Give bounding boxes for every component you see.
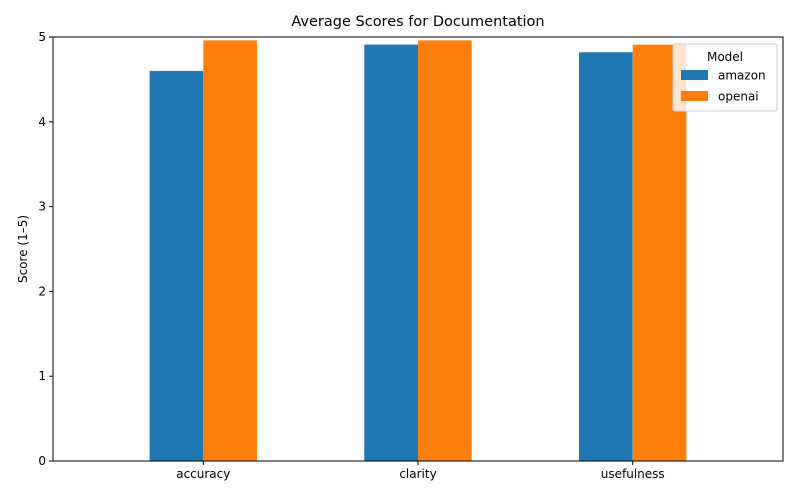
bar-amazon-clarity	[364, 44, 418, 461]
legend-entries: amazon openai	[681, 69, 766, 104]
y-axis-label: Score (1–5)	[16, 215, 30, 283]
x-tick-label-accuracy: accuracy	[176, 467, 230, 481]
y-tick-label-3: 3	[38, 200, 46, 214]
y-tick-label-4: 4	[38, 115, 46, 129]
chart-title: Average Scores for Documentation	[291, 14, 544, 30]
bar-openai-clarity	[418, 40, 472, 461]
bar-openai-accuracy	[203, 40, 257, 461]
x-tick-label-usefulness: usefulness	[601, 467, 665, 481]
bar-amazon-usefulness	[579, 52, 633, 461]
legend-label-openai: openai	[718, 90, 759, 104]
bar-openai-usefulness	[632, 44, 687, 461]
bar-amazon-accuracy	[149, 70, 204, 462]
y-tick-label-2: 2	[38, 284, 46, 298]
y-ticks: 0 1 2 3 4 5	[38, 30, 53, 468]
legend-label-amazon: amazon	[718, 69, 766, 83]
bars-layer	[149, 40, 687, 462]
x-tick-label-clarity: clarity	[399, 467, 436, 481]
legend: Model amazon openai	[672, 43, 778, 112]
y-tick-label-5: 5	[38, 30, 46, 44]
legend-swatch-openai	[681, 91, 708, 101]
y-tick-label-1: 1	[38, 369, 46, 383]
legend-swatch-amazon	[681, 70, 708, 80]
y-tick-label-0: 0	[38, 454, 46, 468]
x-ticks: accuracy clarity usefulness	[176, 461, 665, 481]
legend-title: Model	[707, 50, 743, 64]
